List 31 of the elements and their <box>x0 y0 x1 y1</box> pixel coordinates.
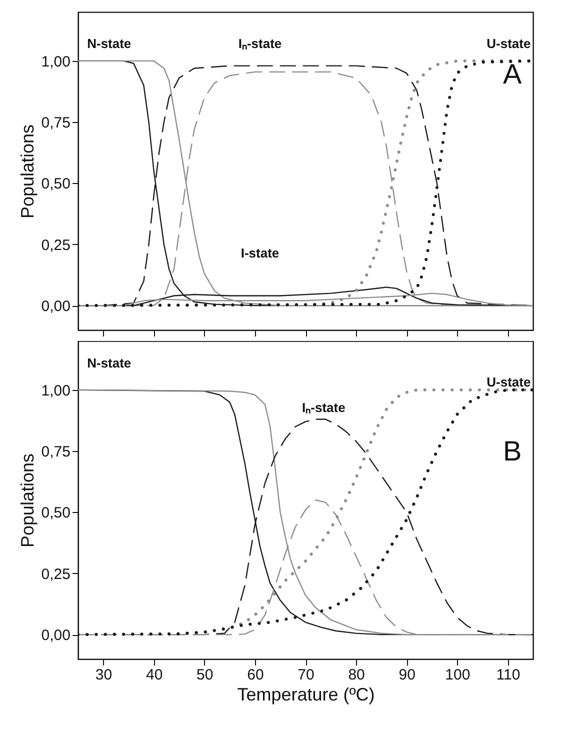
annotation: A <box>502 58 522 90</box>
y-tick-label: 0,00 <box>41 298 70 316</box>
y-axis-title: Populations <box>17 124 38 219</box>
annotation: I-state <box>240 246 280 261</box>
x-tick-label: 50 <box>196 666 214 684</box>
y-tick-label: 0,25 <box>41 566 70 583</box>
x-tick-label: 110 <box>496 666 520 684</box>
annotation: U-state <box>486 374 531 390</box>
annotation: N-state <box>87 36 132 51</box>
annotation: B <box>502 435 522 466</box>
y-tick-label: 0,50 <box>41 504 70 522</box>
x-tick-label: 60 <box>247 666 264 684</box>
x-tick-label: 40 <box>146 666 163 684</box>
x-tick-label: 70 <box>298 666 314 684</box>
annotation: Iₙ-state <box>238 36 282 51</box>
y-tick-label: 0,75 <box>41 114 70 132</box>
x-axis-title: Temperature (ºC) <box>237 684 375 704</box>
y-axis-title: Populations <box>17 453 38 548</box>
x-tick-label: 100 <box>445 666 470 684</box>
y-tick-label: 1,00 <box>41 53 70 70</box>
x-tick-label: 90 <box>398 666 416 684</box>
x-tick-label: 80 <box>348 666 365 684</box>
annotation: N-state <box>87 355 132 370</box>
x-tick-label: 30 <box>95 666 112 684</box>
y-tick-label: 0,75 <box>41 444 70 461</box>
y-tick-label: 1,00 <box>41 382 70 400</box>
y-tick-label: 0,00 <box>41 627 70 644</box>
annotation: Iₙ-state <box>302 400 346 415</box>
y-tick-label: 0,50 <box>41 176 70 193</box>
y-tick-label: 0,25 <box>41 236 70 254</box>
annotation: U-state <box>486 36 531 51</box>
